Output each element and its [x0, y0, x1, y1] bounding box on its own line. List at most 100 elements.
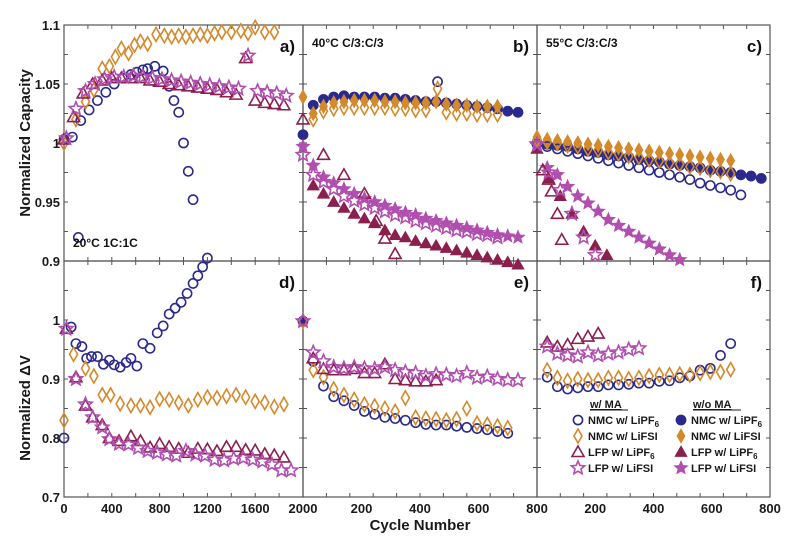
point-nmc-lipf6-ma	[492, 426, 503, 437]
point-nmc-lipf6-ma	[192, 270, 204, 282]
point-nmc-lifsi-ma	[135, 32, 146, 51]
axis-labels: 0.9 0.95 1 1.05 1.1 0.7 0.8 0.9 1 0 400 800 1200 1600…	[35, 18, 781, 516]
point-nmc-lifsi-ma	[154, 390, 165, 408]
point-lfp-lipf6-ma	[544, 183, 559, 197]
point-nmc-lifsi	[573, 135, 583, 151]
point-lfp-lipf6-ma	[111, 433, 127, 447]
point-nmc-lifsi-ma	[674, 155, 685, 173]
point-lfp-lipf6	[378, 223, 392, 236]
point-nmc-lipf6-ma	[379, 411, 391, 423]
point-lfp-lipf6	[501, 255, 515, 268]
point-lfp-lifsi-ma	[488, 369, 507, 387]
point-lfp-lifsi-ma	[253, 452, 272, 469]
point-lfp-lifsi	[631, 229, 647, 244]
point-lfp-lipf6-ma	[257, 95, 273, 109]
point-nmc-lifsi	[716, 151, 725, 168]
point-lfp-lifsi-ma	[186, 445, 205, 462]
point-nmc-lifsi-ma	[159, 27, 170, 45]
point-lfp-lipf6	[337, 201, 351, 213]
panel-label-d: d)	[279, 273, 295, 292]
point-nmc-lifsi-ma	[400, 389, 411, 407]
point-lfp-lifsi-ma	[396, 208, 415, 225]
point-nmc-lifsi-ma	[135, 396, 146, 415]
point-nmc-lipf6-ma	[168, 95, 180, 106]
point-lfp-lipf6-ma	[397, 372, 413, 386]
point-lfp-lipf6-ma	[316, 147, 331, 161]
point-nmc-lipf6-ma	[92, 351, 103, 362]
point-lfp-lipf6-ma	[541, 171, 557, 185]
point-nmc-lifsi-ma	[71, 110, 81, 129]
point-nmc-lifsi-ma	[269, 23, 280, 41]
point-nmc-lipf6-ma	[582, 150, 594, 162]
point-lfp-lifsi-ma	[558, 346, 577, 363]
point-nmc-lifsi-ma	[125, 396, 136, 415]
point-nmc-lifsi-ma	[369, 397, 380, 415]
point-nmc-lifsi-ma	[369, 98, 380, 117]
point-nmc-lifsi-ma	[250, 392, 261, 411]
point-lfp-lifsi-ma	[366, 198, 384, 216]
x-tick-label: 800	[759, 501, 781, 516]
point-nmc-lifsi-ma	[613, 145, 624, 163]
point-lfp-lipf6-ma	[85, 409, 101, 423]
point-lfp-lipf6-ma	[247, 442, 263, 456]
point-nmc-lipf6	[512, 106, 524, 118]
panel-frame	[536, 260, 771, 498]
point-nmc-lipf6-ma	[348, 400, 360, 411]
point-nmc-lifsi-ma	[613, 369, 624, 387]
point-nmc-lipf6-ma	[471, 423, 483, 434]
point-lfp-lipf6-ma	[387, 371, 403, 385]
point-lfp-lipf6-ma	[316, 361, 331, 375]
legend-marker-nmc-lipf6-ma	[572, 414, 584, 426]
point-lfp-lifsi	[610, 217, 627, 233]
point-nmc-lifsi-ma	[308, 361, 319, 379]
point-lfp-lifsi-ma	[167, 446, 185, 464]
point-nmc-lipf6-ma	[541, 371, 553, 383]
point-nmc-lifsi-ma	[492, 106, 503, 124]
point-lfp-lipf6	[460, 245, 474, 258]
point-nmc-lifsi-ma	[104, 57, 115, 75]
point-lfp-lifsi-ma	[148, 443, 166, 461]
point-nmc-lipf6-ma	[318, 380, 329, 392]
point-nmc-lifsi-ma	[379, 98, 390, 117]
point-lfp-lipf6-ma	[276, 449, 292, 463]
legend-label: NMC w/ LiPF6	[691, 415, 763, 429]
legend-marker-lfp-lipf6-ma	[570, 444, 586, 458]
point-nmc-lifsi-ma	[226, 23, 237, 41]
x-axis-title: Cycle Number	[370, 517, 471, 534]
point-nmc-lifsi-ma	[420, 101, 431, 119]
point-nmc-lifsi-ma	[195, 25, 206, 44]
legend-label: NMC w/ LiFSI	[691, 431, 761, 443]
point-lfp-lifsi-ma	[396, 362, 415, 380]
point-lfp-lifsi-ma	[57, 319, 76, 337]
point-nmc-lipf6-ma	[108, 359, 120, 371]
point-nmc-lipf6-ma	[100, 86, 112, 98]
point-nmc-lifsi-ma	[634, 369, 644, 387]
point-nmc-lifsi-ma	[472, 414, 482, 432]
condition-label-c: 55°C C/3:C/3	[546, 36, 618, 50]
panel-frame	[536, 24, 771, 262]
point-nmc-lipf6	[502, 105, 514, 117]
point-nmc-lipf6-ma	[163, 308, 175, 320]
point-lfp-lipf6-ma	[247, 92, 263, 106]
point-nmc-lipf6-ma	[173, 106, 185, 118]
point-lfp-lifsi-ma	[406, 364, 425, 381]
point-lfp-lifsi-ma	[268, 84, 286, 101]
point-nmc-lifsi-ma	[166, 28, 177, 46]
point-lfp-lipf6-ma	[336, 167, 352, 181]
x-tick-label: 400	[101, 501, 123, 516]
point-lfp-lifsi	[559, 178, 576, 194]
point-lfp-lifsi	[621, 223, 637, 239]
point-nmc-lipf6-ma	[735, 189, 747, 201]
point-nmc-lifsi-ma	[269, 398, 280, 416]
point-lfp-lipf6-ma	[550, 338, 565, 352]
point-nmc-lifsi	[665, 145, 674, 162]
point-lfp-lipf6-ma	[152, 436, 167, 450]
point-lfp-lifsi-ma	[345, 191, 363, 209]
legend-label: LFP w/ LiPF6	[588, 447, 655, 461]
point-nmc-lifsi-ma	[278, 395, 289, 413]
x-tick-label: 200	[584, 501, 606, 516]
point-nmc-lifsi-ma	[461, 399, 472, 418]
point-nmc-lipf6-ma	[592, 381, 604, 393]
point-nmc-lifsi-ma	[115, 395, 126, 413]
point-nmc-lifsi-ma	[451, 104, 462, 123]
